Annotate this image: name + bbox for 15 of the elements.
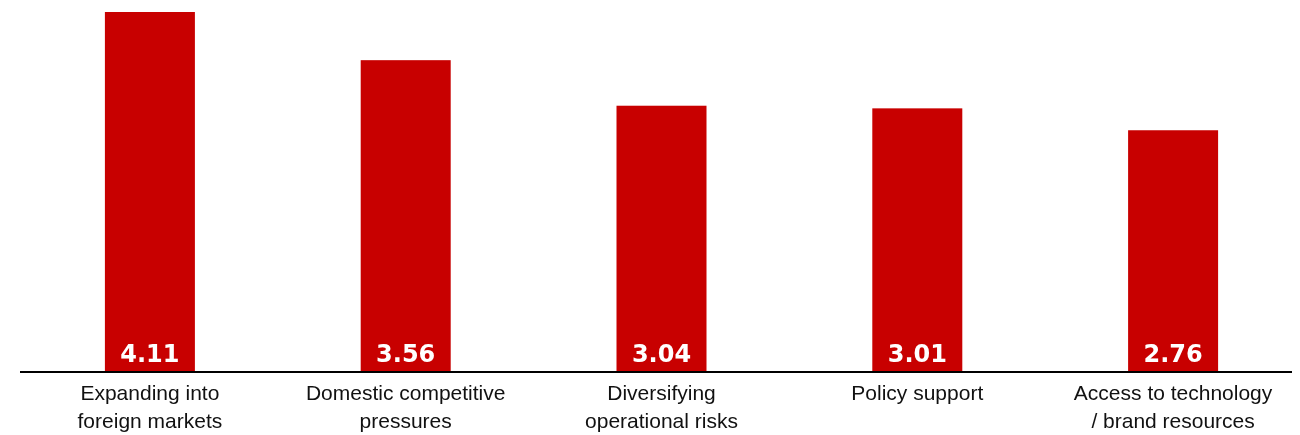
bar [360,60,451,372]
x-tick-label: Diversifying operational risks [585,381,738,432]
x-tick-label: Domestic competitive pressures [305,381,506,432]
x-tick-label: Policy support [851,381,984,404]
data-label: 3.04 [631,340,692,368]
bar [1128,130,1219,372]
bar [872,108,963,372]
data-label: 3.01 [887,340,947,368]
bar [616,105,707,372]
data-label: 3.56 [376,340,436,368]
data-label: 2.76 [1143,340,1203,368]
bar [104,12,195,372]
data-label: 4.11 [120,340,180,368]
x-tick-label: Access to technology / brand resources [1073,381,1273,432]
x-tick-label: Expanding into foreign markets [77,381,223,432]
